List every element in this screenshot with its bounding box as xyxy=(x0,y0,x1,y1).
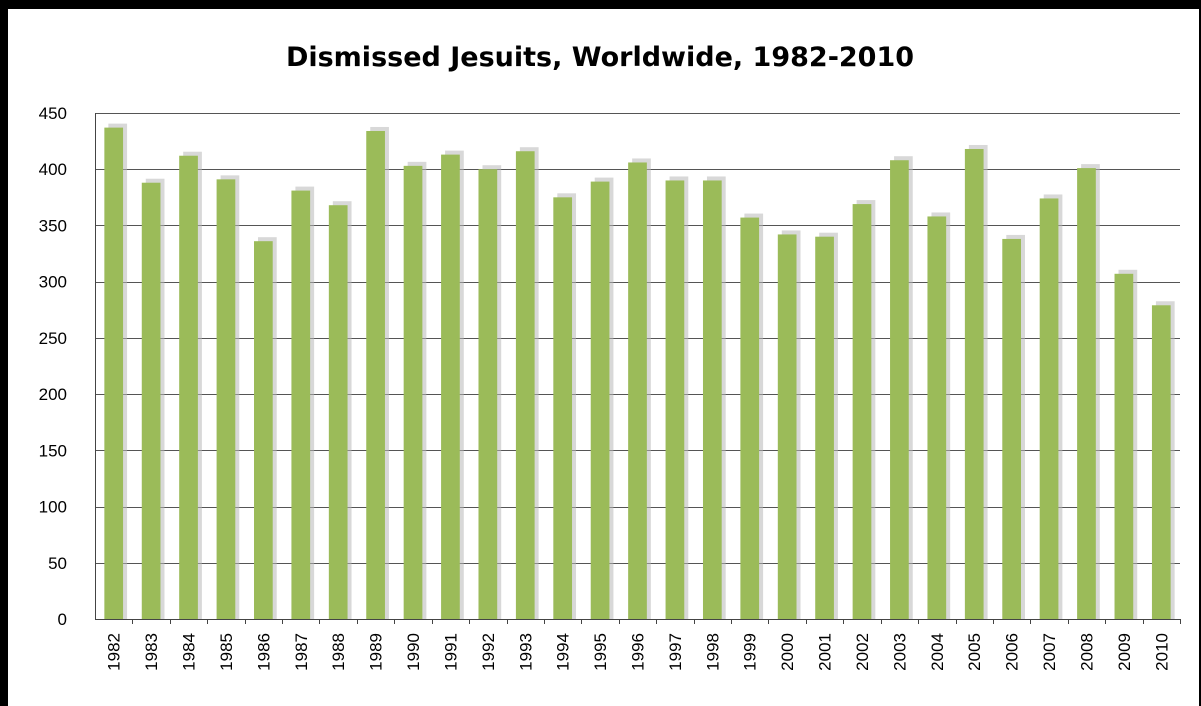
bar-1995 xyxy=(590,181,610,619)
bar-2009 xyxy=(1114,273,1134,619)
bar-2005 xyxy=(964,148,984,619)
x-tick-label: 2006 xyxy=(1003,633,1022,671)
y-tick-label: 400 xyxy=(39,160,67,179)
bar-2007 xyxy=(1039,198,1059,620)
x-tick-label: 1998 xyxy=(703,633,722,671)
y-tick-label: 200 xyxy=(39,385,67,404)
y-tick-label: 150 xyxy=(39,441,67,460)
bars xyxy=(104,123,1175,620)
y-tick-label: 300 xyxy=(39,273,67,292)
y-tick-label: 0 xyxy=(58,610,67,629)
bar-1989 xyxy=(366,130,385,620)
x-tick-label: 2010 xyxy=(1152,633,1171,671)
bar-1993 xyxy=(515,151,535,619)
x-tick-label: 1989 xyxy=(367,633,386,671)
x-tick-label: 2005 xyxy=(965,633,984,671)
x-tick-label: 1994 xyxy=(554,633,573,671)
x-tick-label: 2007 xyxy=(1040,633,1059,671)
bar-2006 xyxy=(1002,238,1021,619)
x-axis-ticks: 1982 1983 1984 1985 1986 1987 1988 1989 1990 1991… xyxy=(105,633,1172,671)
x-tick-label: 1987 xyxy=(292,633,311,671)
bar-2000 xyxy=(777,234,797,619)
bar-1991 xyxy=(441,154,460,620)
bar-1983 xyxy=(141,182,161,619)
x-tick-label: 2009 xyxy=(1115,633,1134,671)
bar-1985 xyxy=(216,179,236,619)
x-tick-label: 2004 xyxy=(928,633,947,671)
x-tick-label: 1999 xyxy=(741,633,760,671)
bar-1992 xyxy=(478,169,498,619)
x-tick-label: 2001 xyxy=(816,633,835,671)
y-tick-label: 350 xyxy=(39,216,67,235)
x-tick-label: 1984 xyxy=(180,633,199,671)
x-tick-label: 1985 xyxy=(217,633,236,671)
y-tick-label: 250 xyxy=(39,329,67,348)
bar-1984 xyxy=(179,155,198,619)
x-tick-label: 2000 xyxy=(778,633,797,671)
x-tick-label: 1993 xyxy=(516,633,535,671)
bar-1999 xyxy=(740,217,760,619)
bar-2010 xyxy=(1151,305,1171,619)
x-tick-label: 2003 xyxy=(890,633,909,671)
bar-2008 xyxy=(1077,168,1096,619)
bar-2002 xyxy=(852,204,872,619)
x-tick-label: 1988 xyxy=(329,633,348,671)
x-tick-label: 2008 xyxy=(1077,633,1096,671)
x-tick-label: 1983 xyxy=(142,633,161,671)
x-tick-label: 2002 xyxy=(853,633,872,671)
bar-1996 xyxy=(628,162,647,619)
bar-1994 xyxy=(553,197,573,620)
x-tick-label: 1991 xyxy=(441,633,460,671)
bar-1986 xyxy=(254,241,273,620)
bar-1988 xyxy=(328,205,348,619)
bar-1990 xyxy=(403,165,423,620)
bar-1982 xyxy=(104,127,124,620)
x-tick-label: 1982 xyxy=(105,633,124,671)
bar-1997 xyxy=(665,180,685,619)
x-tick-label: 1990 xyxy=(404,633,423,671)
bar-2003 xyxy=(890,160,909,619)
chart-title: Dismissed Jesuits, Worldwide, 1982-2010 xyxy=(286,42,914,73)
bar-2004 xyxy=(927,216,947,619)
bar-1998 xyxy=(702,180,722,619)
y-tick-label: 450 xyxy=(39,104,67,123)
y-axis-ticks: 0 50 100 150 200 250 300 350 400 450 xyxy=(39,104,67,629)
bar-1987 xyxy=(291,190,311,619)
bar-2001 xyxy=(815,236,834,619)
y-tick-label: 100 xyxy=(39,498,67,517)
y-tick-label: 50 xyxy=(48,554,67,573)
x-tick-label: 1996 xyxy=(629,633,648,671)
x-tick-label: 1986 xyxy=(254,633,273,671)
x-tick-label: 1995 xyxy=(591,633,610,671)
x-tick-label: 1992 xyxy=(479,633,498,671)
x-tick-label: 1997 xyxy=(666,633,685,671)
